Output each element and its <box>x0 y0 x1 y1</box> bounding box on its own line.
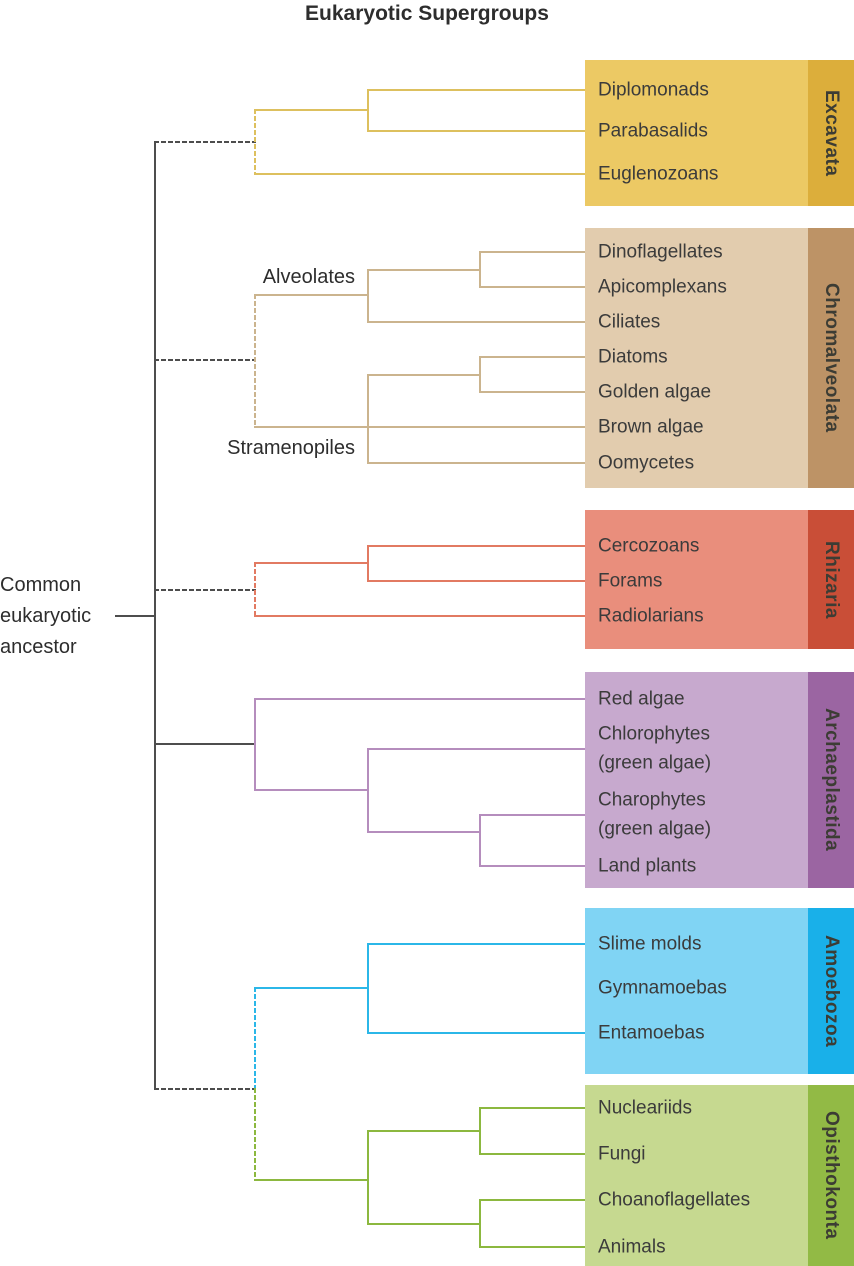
rhizaria-branch-lines <box>254 545 586 617</box>
supergroup-excavata: Diplomonads Parabasalids Euglenozoans Ex… <box>585 60 854 206</box>
supergroup-name: Chromalveolata <box>821 283 842 433</box>
taxon-label: Euglenozoans <box>598 163 719 185</box>
excavata-branch-lines <box>254 89 586 175</box>
taxon-label: Fungi <box>598 1143 646 1165</box>
taxon-label: Slime molds <box>598 933 702 955</box>
taxon-label: Land plants <box>598 855 697 877</box>
supergroup-box: Cercozoans Forams Radiolarians <box>585 510 808 649</box>
taxon-label: Cercozoans <box>598 535 700 557</box>
supergroup-box: Red algae Chlorophytes (green algae) Cha… <box>585 672 808 888</box>
taxon-label: Ciliates <box>598 311 661 333</box>
amoebozoa-branch-lines <box>254 943 586 1090</box>
supergroup-band: Excavata <box>808 60 854 206</box>
archaeplastida-branch-lines <box>254 698 586 867</box>
supergroup-opisthokonta: Nucleariids Fungi Choanoflagellates Anim… <box>585 1085 854 1266</box>
supergroup-name: Rhizaria <box>821 540 842 619</box>
taxon-label: Forams <box>598 570 663 592</box>
supergroup-band: Rhizaria <box>808 510 854 649</box>
opisthokonta-branch-lines <box>254 1088 586 1248</box>
supergroup-band: Archaeplastida <box>808 672 854 888</box>
taxon-label: Choanoflagellates <box>598 1189 751 1211</box>
supergroup-rhizaria: Cercozoans Forams Radiolarians Rhizaria <box>585 510 854 649</box>
supergroup-box: Dinoflagellates Apicomplexans Ciliates D… <box>585 228 808 488</box>
supergroup-band: Amoebozoa <box>808 908 854 1074</box>
taxon-label: Diplomonads <box>598 79 709 101</box>
taxon-label: Chlorophytes (green algae) <box>598 723 712 774</box>
diagram-title: Eukaryotic Supergroups <box>305 2 549 25</box>
supergroup-name: Opisthokonta <box>821 1111 842 1240</box>
taxon-label: Entamoebas <box>598 1022 705 1044</box>
supergroup-amoebozoa: Slime molds Gymnamoebas Entamoebas Amoeb… <box>585 908 854 1074</box>
taxon-label: Golden algae <box>598 381 712 403</box>
supergroup-box: Slime molds Gymnamoebas Entamoebas <box>585 908 808 1074</box>
supergroup-box: Nucleariids Fungi Choanoflagellates Anim… <box>585 1085 808 1266</box>
supergroup-name: Excavata <box>821 89 842 177</box>
supergroup-band: Opisthokonta <box>808 1085 854 1266</box>
taxon-label: Parabasalids <box>598 120 708 142</box>
taxon-label: Diatoms <box>598 346 668 368</box>
common-ancestor-label: Common eukaryotic ancestor <box>0 574 92 658</box>
taxon-label: Apicomplexans <box>598 276 727 298</box>
taxon-label: Gymnamoebas <box>598 977 727 999</box>
taxon-label: Radiolarians <box>598 605 704 627</box>
supergroup-chromalveolata: Dinoflagellates Apicomplexans Ciliates D… <box>585 228 854 488</box>
clade-label-alveolates: Alveolates <box>262 266 355 288</box>
supergroup-archaeplastida: Red algae Chlorophytes (green algae) Cha… <box>585 672 854 888</box>
clade-label-stramenopiles: Stramenopiles <box>227 437 355 459</box>
supergroup-name: Amoebozoa <box>821 934 842 1048</box>
taxon-label: Animals <box>598 1236 666 1258</box>
taxon-label: Nucleariids <box>598 1097 692 1119</box>
taxon-label: Red algae <box>598 688 685 710</box>
taxon-label: Oomycetes <box>598 452 695 474</box>
taxon-label: Brown algae <box>598 416 704 438</box>
supergroup-box: Diplomonads Parabasalids Euglenozoans <box>585 60 808 206</box>
taxon-label: Charophytes (green algae) <box>598 789 712 840</box>
trunk-lines <box>115 141 256 1090</box>
supergroup-band: Chromalveolata <box>808 228 854 488</box>
chromalveolata-branch-lines <box>254 251 586 464</box>
supergroup-name: Archaeplastida <box>821 708 842 852</box>
taxon-label: Dinoflagellates <box>598 241 723 263</box>
